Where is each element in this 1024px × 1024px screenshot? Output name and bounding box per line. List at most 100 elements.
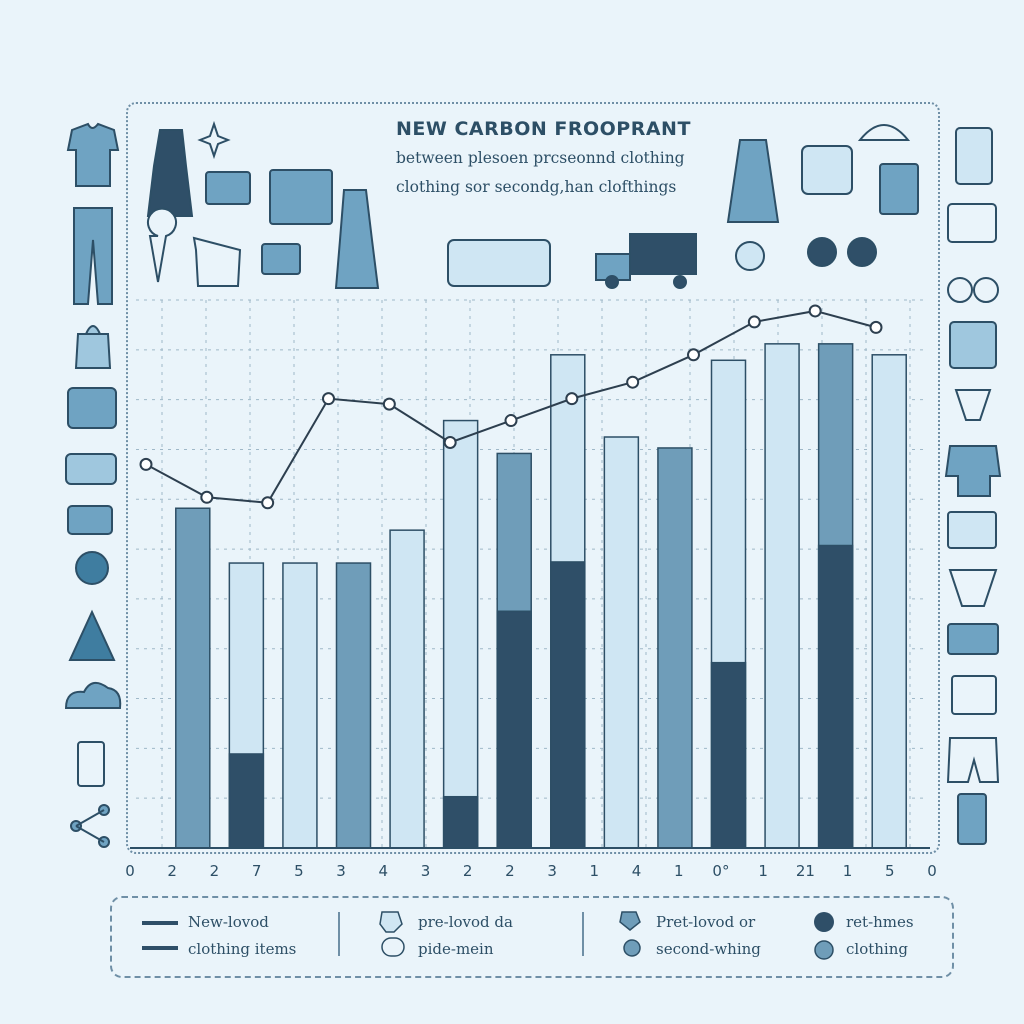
sweater-icon	[944, 445, 1002, 497]
x-tick-label: 2	[167, 862, 177, 880]
line-point	[808, 304, 822, 318]
purse-icon	[65, 453, 117, 485]
legend-label: pide-mein	[418, 940, 494, 958]
legend-label: Pret-lovod or	[656, 913, 756, 931]
bar	[282, 562, 318, 849]
knit-top-icon	[951, 675, 997, 715]
x-tick-label: 2	[463, 862, 473, 880]
x-tick-label: 3	[547, 862, 557, 880]
legend-label: pre-lovod da	[418, 913, 513, 931]
x-tick-label: 2	[505, 862, 515, 880]
tote-bag-icon	[67, 505, 113, 535]
line-point	[504, 414, 518, 428]
legend-separator	[582, 912, 584, 956]
dress-icon	[146, 129, 194, 217]
x-tick-label: 4	[378, 862, 388, 880]
folded-clothes-icon	[67, 387, 117, 429]
bar-segment-dark	[710, 661, 747, 849]
knit-hat-icon	[735, 241, 765, 271]
legend-label: clothing	[846, 940, 908, 958]
map-pin-icon	[147, 207, 177, 283]
x-tick-label: 0	[125, 862, 135, 880]
knit-hat-icon	[857, 124, 911, 141]
legend-label: second-whing	[656, 940, 761, 958]
jeans-icon	[73, 207, 113, 305]
cup-icon	[77, 741, 105, 787]
x-tick-label: 5	[885, 862, 895, 880]
handbag-icon	[68, 609, 116, 661]
bus-icon	[447, 239, 551, 287]
line-point	[382, 397, 396, 411]
line-point	[747, 315, 761, 329]
bar	[442, 419, 479, 849]
line-point	[139, 457, 153, 471]
line-point	[565, 392, 579, 406]
line-point	[626, 375, 640, 389]
line-point	[261, 496, 275, 510]
line-point	[443, 435, 457, 449]
sparkle-icon	[197, 120, 231, 160]
legend-separator	[338, 912, 340, 956]
x-tick-label: 1	[843, 862, 853, 880]
coat-icon	[726, 139, 780, 223]
title-block: NEW CARBON FROOPRANT between plesoen prc…	[396, 118, 726, 198]
line-point	[200, 490, 214, 504]
cloud-icon	[64, 681, 122, 709]
chart-title: NEW CARBON FROOPRANT	[396, 118, 691, 140]
bar	[657, 447, 693, 849]
knit-sweater-icon	[801, 145, 853, 195]
x-tick-label: 3	[336, 862, 346, 880]
x-tick-label: 4	[632, 862, 642, 880]
jacket-icon	[955, 127, 993, 185]
bar	[764, 343, 800, 849]
bag-icon	[261, 243, 301, 275]
x-tick-label: 7	[252, 862, 262, 880]
bar-segment-dark	[496, 610, 532, 849]
bar	[175, 507, 211, 849]
hanger-icon	[192, 236, 242, 287]
trash-icon	[957, 793, 987, 845]
x-tick-label: 1	[674, 862, 684, 880]
bar	[335, 562, 372, 849]
x-tick-label: 3	[421, 862, 431, 880]
vest-icon	[879, 163, 919, 215]
tote-bag-icon	[269, 169, 333, 225]
x-tick-label: 1	[758, 862, 768, 880]
share-icon	[70, 804, 110, 848]
legend-label: ret-hmes	[846, 913, 914, 931]
trousers-icon	[946, 737, 1000, 783]
x-tick-label: 0°	[712, 862, 729, 880]
x-tick-label: 1	[590, 862, 600, 880]
sunglasses-icon	[807, 237, 877, 267]
denim-shorts-icon	[947, 511, 997, 549]
briefcase-icon	[947, 623, 999, 655]
chart-frame	[126, 102, 940, 854]
legend-label: clothing items	[188, 940, 297, 958]
bar	[603, 436, 640, 849]
globe-icon	[75, 551, 109, 585]
line-point	[322, 392, 335, 406]
x-tick-label: 2	[210, 862, 220, 880]
line-point	[869, 320, 883, 334]
shorts-icon	[205, 171, 251, 205]
shorts-icon	[947, 203, 997, 243]
bar	[871, 354, 907, 849]
glasses-icon	[947, 277, 999, 303]
bar-segment-dark	[817, 544, 854, 849]
skirt-icon	[949, 321, 997, 369]
x-tick-label: 21	[796, 862, 815, 880]
line-point	[687, 348, 700, 362]
bar-segment-dark	[442, 795, 479, 849]
bar-segment-dark	[550, 561, 586, 849]
x-tick-label: 0	[927, 862, 937, 880]
shopping-bag-icon	[74, 325, 112, 369]
scarf-icon	[954, 389, 992, 421]
legend	[110, 896, 954, 978]
bar-segment-dark	[228, 753, 265, 849]
underwear-icon	[948, 569, 998, 607]
chart-subtitle-line-2: clothing sor secondg,han clofthings	[396, 178, 677, 196]
chart-subtitle-line-1: between plesoen prcseonnd clothing	[396, 149, 685, 167]
long-dress-icon	[334, 189, 380, 289]
